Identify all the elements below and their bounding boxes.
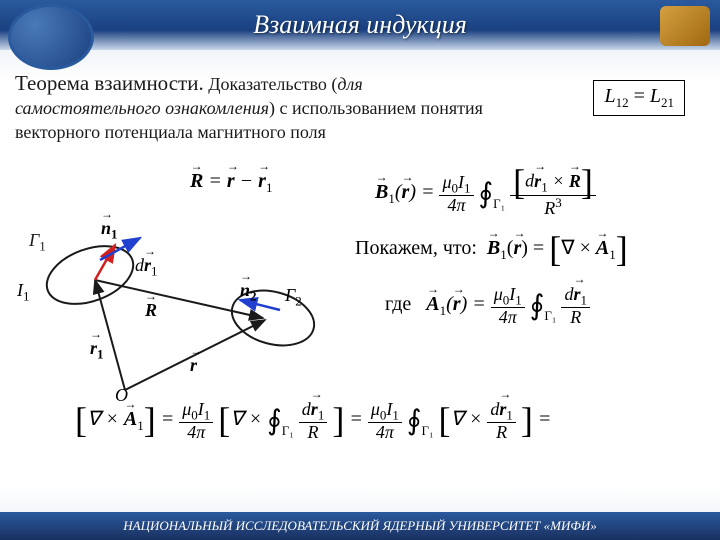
where-label: где (385, 293, 411, 315)
gamma2-label: Γ2 (285, 285, 302, 310)
r1-label: r1 (90, 338, 104, 363)
slide-title: Взаимная индукция (253, 10, 467, 40)
n2-label: n2 (240, 280, 257, 305)
R-definition-equation: R = r − r1 (190, 170, 272, 196)
slide-footer: НАЦИОНАЛЬНЫЙ ИССЛЕДОВАТЕЛЬСКИЙ ЯДЕРНЫЙ У… (0, 512, 720, 540)
R-label: R (145, 300, 157, 321)
expansion-equation: [∇ × A1] = μ0I14π [∇ × ∮Γ₁ dr1R ] = μ0I1… (75, 400, 551, 441)
gamma1-label: Γ1 (29, 230, 46, 255)
origin-label: O (115, 385, 128, 406)
show-line: Покажем, что: B1(r) = [∇ × A1] (355, 235, 628, 263)
A1-line: где A1(r) = μ0I14π ∮Γ₁ dr1R (385, 285, 590, 326)
slide-header: Взаимная индукция (0, 0, 720, 50)
proof-label: Доказательство ( (204, 74, 338, 94)
theorem-head: Теорема взаимности. (15, 71, 204, 95)
I1-label: I1 (17, 280, 30, 305)
cube-logo-icon (660, 6, 710, 46)
reciprocity-equation: L12 = L21 (593, 80, 685, 116)
r-label: r (190, 355, 197, 376)
n1-label: n1 (101, 218, 118, 243)
show-label: Покажем, что: (355, 237, 477, 259)
slide-content: Теорема взаимности. Доказательство (для … (15, 70, 705, 505)
theorem-text: Теорема взаимности. Доказательство (для … (15, 70, 495, 144)
B1-equation: B1(r) = μ0I14π ∮Γ₁ [dr1 × R]R3 (375, 170, 596, 217)
dr1-label: dr1 (135, 255, 158, 280)
university-emblem (8, 4, 94, 70)
